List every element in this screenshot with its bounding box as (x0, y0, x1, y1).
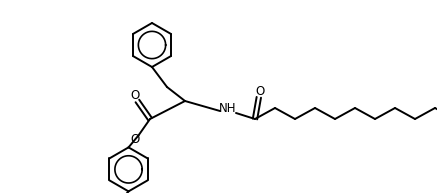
Text: O: O (131, 90, 140, 102)
Text: NH: NH (219, 102, 237, 115)
Text: O: O (130, 133, 139, 146)
Text: O: O (255, 85, 264, 98)
